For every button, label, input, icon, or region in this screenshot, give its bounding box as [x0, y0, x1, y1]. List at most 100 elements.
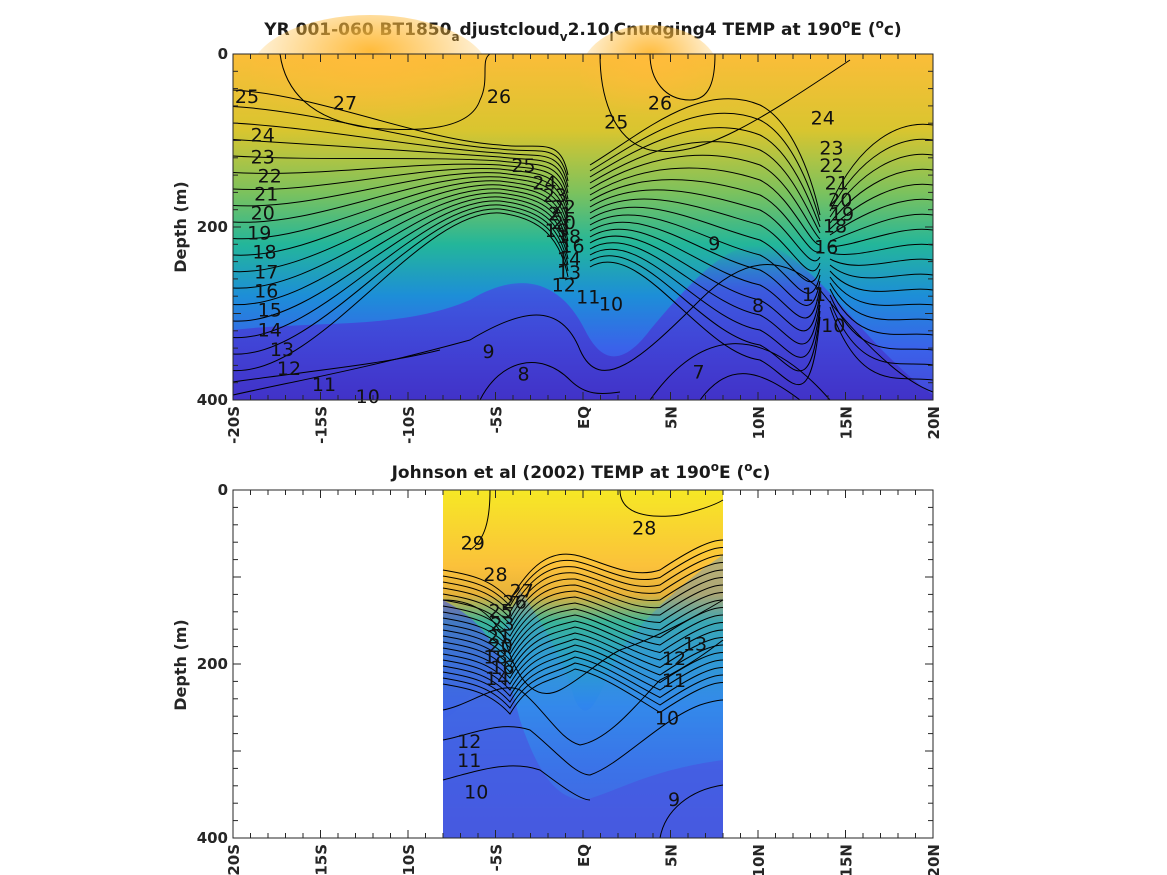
title-part: Johnson et al (2002) TEMP at 190: [391, 463, 711, 483]
contour-line: [589, 154, 821, 240]
y-axis-label-model: Depth (m): [171, 181, 190, 273]
contour-line: [479, 362, 621, 401]
contour-label: 27: [510, 580, 534, 602]
contour-label: 24: [251, 125, 275, 147]
deep-cold-water: [443, 600, 723, 838]
contour-label: 23: [251, 146, 275, 168]
contour-line: [829, 282, 934, 321]
panel-observations: Johnson et al (2002) TEMP at 190oE (oc) …: [171, 460, 943, 875]
title-part: E (: [719, 463, 744, 483]
y-tick-label: 0: [218, 481, 228, 499]
contour-line: [442, 644, 724, 691]
title-part: o: [842, 17, 850, 31]
contour-line: [442, 639, 724, 746]
contour-line: [442, 599, 724, 649]
contour-label: 21: [548, 203, 572, 225]
contour-line: [442, 539, 724, 601]
contour-label: 13: [270, 339, 294, 361]
contour-line: [469, 489, 491, 551]
contour-label: 21: [487, 626, 511, 648]
y-tick-label: 0: [218, 45, 228, 63]
x-tick-label: EQ: [575, 406, 593, 429]
contour-label: 20: [251, 203, 275, 225]
contour-line: [232, 204, 569, 339]
cold-dome: [233, 244, 933, 400]
contour-line: [829, 213, 934, 242]
contour-line: [829, 276, 934, 306]
contour-line: [829, 183, 934, 230]
contour-line: [589, 214, 821, 294]
contour-line: [232, 89, 569, 176]
contour-line: [279, 53, 491, 131]
contour-label: 21: [254, 183, 278, 205]
contour-label: 12: [457, 731, 481, 753]
x-tick-label: 10N: [750, 844, 768, 875]
y-tick-label: 400: [197, 391, 228, 409]
plot-area-model: 25 27 262526242423222120191817161514131211…: [171, 15, 943, 444]
x-tick-label: 15N: [838, 406, 856, 439]
contour-lines-model: [232, 53, 934, 401]
contour-label: 26: [648, 93, 672, 115]
contour-label: 19: [247, 222, 271, 244]
panel-model: YR 001-060 BT1850adjustcloudv2.10lCnudgi…: [171, 15, 943, 444]
contour-label: 8: [752, 295, 764, 317]
title-part: o: [711, 460, 719, 474]
contour-line: [659, 784, 724, 839]
contour-lines-observations: [442, 489, 724, 839]
contour-label: 25: [511, 155, 535, 177]
contour-line: [442, 656, 724, 703]
contour-label: 16: [254, 280, 278, 302]
title-part: v: [560, 30, 568, 44]
contour-line: [232, 176, 569, 224]
contour-label: 21: [825, 172, 849, 194]
contour-line: [589, 242, 821, 345]
y-axis-label-observations: Depth (m): [171, 619, 190, 711]
x-tick-label: 20N: [925, 844, 943, 875]
x-tick-label: 5N: [663, 844, 681, 867]
contour-label: 12: [552, 274, 576, 296]
warm-core-west: [250, 15, 490, 135]
contour-line: [619, 489, 724, 517]
contour-line: [589, 167, 821, 246]
contour-line: [649, 53, 716, 101]
contour-label: 22: [552, 196, 576, 218]
contour-line: [829, 228, 934, 248]
x-tick-label: -10S: [400, 406, 418, 444]
contour-line: [589, 255, 821, 372]
contour-label: 27: [333, 93, 357, 115]
contour-line: [232, 163, 569, 206]
y-tick-label: 400: [197, 829, 228, 847]
contour-label: 16: [814, 236, 838, 258]
contour-label: 18: [557, 226, 581, 248]
contour-label: 22: [258, 165, 282, 187]
contour-line: [829, 306, 934, 381]
x-ticks-model: -20S -15S -10S -5S EQ 5N 10N 15N 20N: [225, 54, 943, 444]
contour-line: [829, 123, 934, 206]
contour-line: [442, 765, 591, 801]
contour-line: [589, 127, 821, 228]
contour-line: [442, 662, 724, 709]
contour-line: [442, 547, 724, 607]
contour-line: [232, 167, 569, 212]
contour-label: 29: [461, 532, 485, 554]
contour-label: 11: [576, 286, 600, 308]
x-tick-label: 15N: [838, 844, 856, 875]
contour-line: [232, 208, 569, 355]
x-tick-label: EQ: [575, 844, 593, 867]
contour-line: [599, 53, 851, 152]
contour-line: [829, 258, 934, 266]
contour-line: [442, 569, 724, 625]
title-part: djustcloud: [460, 20, 560, 40]
contour-line: [442, 620, 724, 667]
contour-line: [442, 554, 724, 613]
contour-line: [829, 300, 934, 366]
x-tick-label: 10N: [750, 406, 768, 439]
contour-label: 17: [254, 261, 278, 283]
x-tick-label: -5S: [488, 844, 506, 871]
contour-label: 9: [668, 789, 680, 811]
contour-label: 18: [823, 216, 847, 238]
contour-line: [589, 235, 821, 332]
contour-labels-model: 25 27 262526242423222120191817161514131211…: [235, 86, 854, 408]
